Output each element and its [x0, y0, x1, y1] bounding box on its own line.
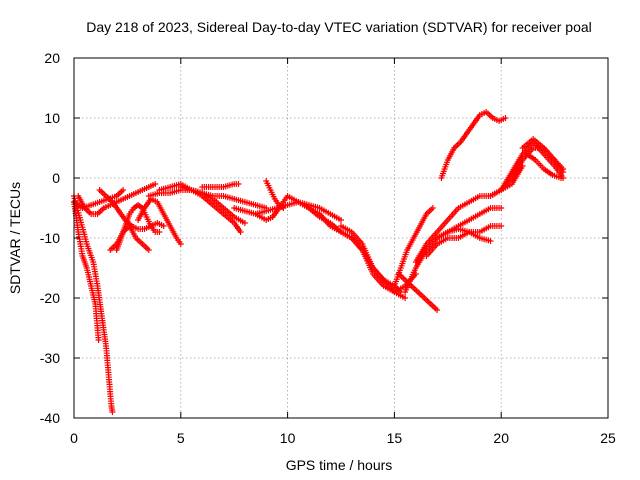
x-tick-label: 15: [387, 430, 403, 446]
satellite-track-7: [107, 223, 152, 253]
satellite-track-21: [402, 205, 505, 295]
plus-markers: [438, 109, 509, 181]
plus-markers: [177, 184, 248, 226]
y-tick-label: -40: [40, 410, 60, 426]
y-tick-label: 20: [44, 50, 60, 66]
y-tick-label: 10: [44, 110, 60, 126]
satellite-track-16: [295, 199, 404, 295]
plus-markers: [402, 205, 505, 295]
plus-markers: [263, 178, 287, 211]
satellite-track-11: [177, 184, 248, 226]
y-tick-label: 0: [52, 170, 60, 186]
satellite-track-20: [391, 205, 436, 289]
plus-markers: [434, 226, 494, 244]
plus-markers: [519, 136, 567, 172]
satellite-track-29: [523, 151, 564, 181]
satellite-track-12: [199, 181, 242, 190]
satellite-track-8: [135, 196, 184, 247]
plus-markers: [391, 205, 436, 289]
x-tick-label: 0: [70, 430, 78, 446]
data-marks: [71, 109, 567, 415]
satellite-track-15: [263, 178, 287, 211]
x-tick-label: 10: [280, 430, 296, 446]
axis-ticks: 0 5 10 15 20 25 -40 -30 -20 -10 0 10 20: [40, 50, 616, 446]
y-tick-label: -30: [40, 350, 60, 366]
plus-markers: [75, 181, 159, 217]
x-tick-label: 5: [177, 430, 185, 446]
x-tick-label: 20: [493, 430, 509, 446]
plus-markers: [199, 181, 242, 190]
plus-markers: [523, 151, 564, 181]
satellite-track-25: [438, 109, 509, 181]
y-tick-label: -10: [40, 230, 60, 246]
y-tick-label: -20: [40, 290, 60, 306]
y-axis-label: SDTVAR / TECUs: [7, 182, 23, 294]
chart-title: Day 218 of 2023, Sidereal Day-to-day VTE…: [86, 19, 592, 35]
x-tick-label: 25: [600, 430, 616, 446]
plus-markers: [135, 196, 184, 247]
plus-markers: [295, 199, 404, 295]
satellite-track-24: [434, 226, 494, 244]
satellite-track-4: [75, 181, 159, 217]
x-axis-label: GPS time / hours: [286, 457, 393, 473]
satellite-track-28: [519, 136, 567, 172]
grid: [74, 58, 608, 418]
plus-markers: [107, 223, 152, 253]
